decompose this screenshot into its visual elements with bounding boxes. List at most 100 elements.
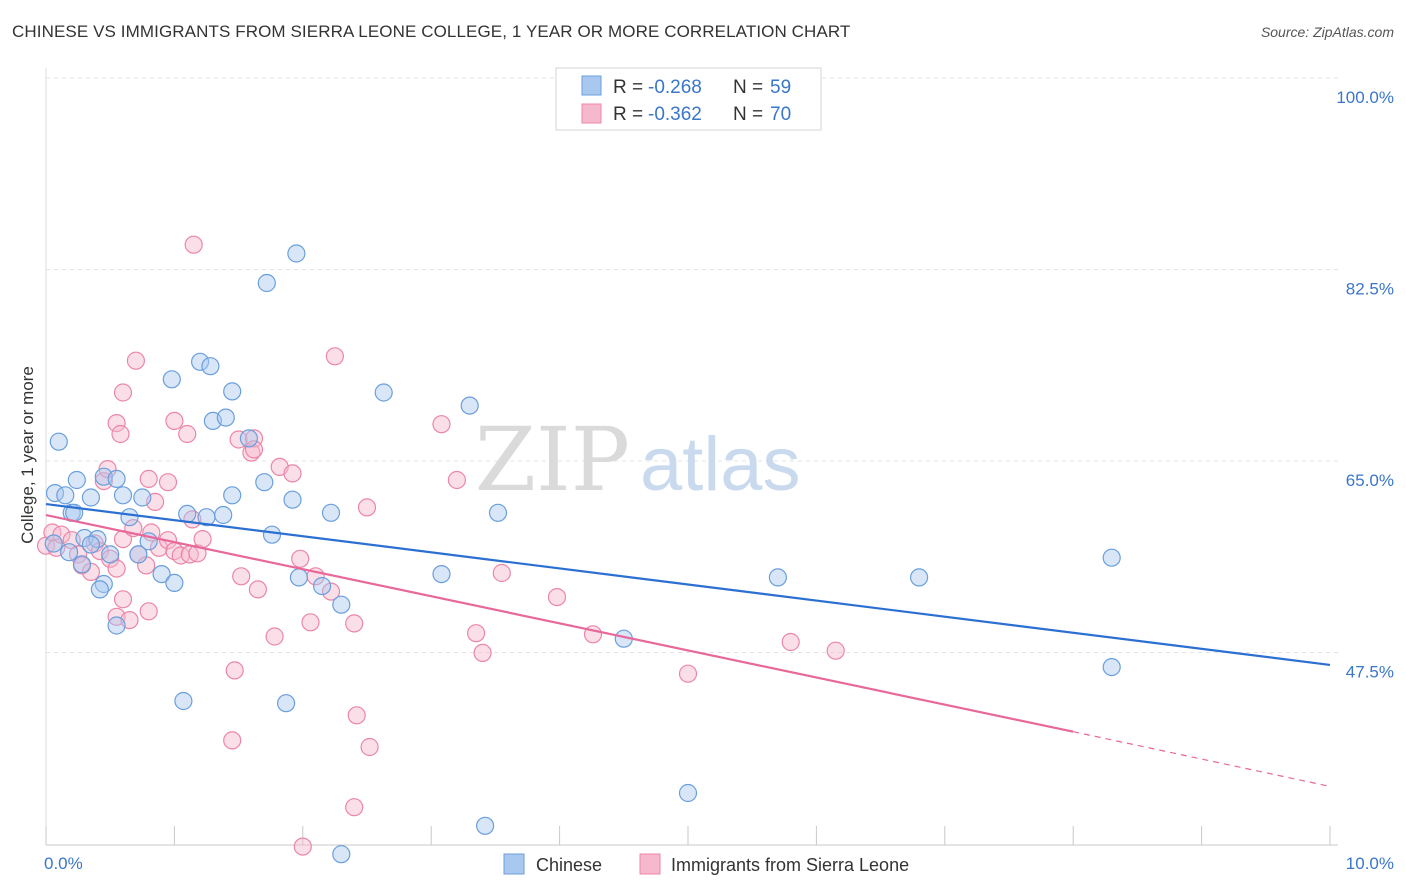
- watermark-zip: ZIP: [475, 408, 630, 511]
- sierra-leone-point-52: [325, 347, 344, 366]
- chinese-point-44: [488, 503, 508, 522]
- bottom-legend-label-chinese: Chinese: [536, 855, 602, 875]
- chinese-point-36: [223, 382, 242, 401]
- sierra-leone-point-72: [826, 641, 845, 660]
- chinese-point-52: [768, 568, 788, 587]
- sierra-leone-point-57: [492, 563, 511, 583]
- chinese-point-38: [216, 408, 235, 427]
- sierra-leone-trend-line: [45, 513, 1074, 733]
- chinese-point-32: [321, 503, 341, 522]
- sierra-leone-point-48: [248, 580, 267, 599]
- sierra-leone-point-36: [184, 235, 203, 254]
- chinese-point-8: [107, 469, 126, 488]
- chinese-trend-line: [45, 502, 1331, 667]
- chinese-point-51: [678, 783, 698, 803]
- sierra-leone-point-69: [139, 602, 158, 621]
- watermark-atlas: atlas: [640, 422, 801, 507]
- sierra-leone-point-61: [223, 731, 242, 750]
- legend-n-value-2: 70: [770, 104, 791, 125]
- bottom-legend-label-sierra-leone: Immigrants from Sierra Leone: [671, 855, 909, 875]
- chinese-point-14: [120, 508, 139, 527]
- sierra-leone-point-10: [101, 549, 120, 568]
- chinese-point-53: [909, 568, 929, 587]
- sierra-leone-point-65: [293, 837, 312, 856]
- bottom-legend-swatch-chinese: [503, 853, 525, 875]
- sierra-leone-point-58: [547, 587, 567, 607]
- chinese-point-24: [90, 580, 110, 599]
- chinese-point-34: [191, 352, 210, 371]
- chinese-point-28: [214, 505, 233, 525]
- chinese-point-9: [113, 486, 133, 505]
- series-sierra-leone-points: [36, 235, 845, 856]
- gridlines: [45, 68, 1338, 845]
- legend-r-label-2: R =: [613, 104, 643, 125]
- chinese-point-31: [283, 490, 302, 509]
- sierra-leone-point-29: [126, 351, 145, 370]
- trend-lines: [45, 502, 1331, 787]
- chinese-point-23: [129, 545, 148, 564]
- chinese-point-43: [460, 396, 479, 415]
- sierra-leone-point-42: [283, 464, 302, 483]
- chinese-point-56: [174, 691, 193, 711]
- chinese-point-35: [201, 357, 220, 376]
- chinese-point-42: [374, 383, 393, 402]
- x-ticks: [45, 826, 1331, 845]
- source-label: Source: ZipAtlas.com: [1260, 24, 1394, 40]
- x-tick-label-min: 0.0%: [44, 854, 83, 873]
- legend-r-value-2: -0.362: [648, 104, 702, 125]
- sierra-leone-point-23: [193, 529, 212, 549]
- chinese-point-59: [332, 845, 351, 864]
- sierra-leone-point-63: [360, 737, 379, 757]
- sierra-leone-point-47: [232, 567, 251, 586]
- sierra-leone-point-26: [107, 414, 126, 433]
- chinese-point-20: [72, 555, 92, 574]
- sierra-leone-point-33: [165, 411, 184, 430]
- chinese-point-33: [162, 370, 181, 389]
- legend-swatch-sierra-leone: [581, 103, 602, 124]
- y-tick-labels: 100.0% 82.5% 65.0% 47.5%: [1336, 88, 1394, 682]
- bottom-legend-swatch-sierra-leone: [639, 853, 661, 875]
- chinese-point-49: [332, 595, 351, 614]
- sierra-leone-point-30: [139, 469, 158, 488]
- y-tick-label-1: 82.5%: [1346, 280, 1394, 299]
- chinese-point-1: [49, 432, 68, 451]
- chinese-point-15: [133, 488, 152, 507]
- legend-r-label-1: R =: [613, 77, 643, 98]
- legend-swatch-chinese: [581, 75, 602, 96]
- watermark: ZIP atlas: [475, 408, 801, 511]
- chinese-point-57: [277, 694, 296, 713]
- chinese-point-46: [262, 525, 282, 544]
- chinese-point-29: [223, 486, 242, 505]
- legend-n-label-2: N =: [733, 104, 763, 125]
- chinese-point-3: [56, 486, 75, 505]
- bottom-legend: Chinese Immigrants from Sierra Leone: [503, 853, 909, 875]
- chinese-point-47: [289, 568, 308, 587]
- sierra-leone-point-27: [111, 424, 130, 444]
- series-chinese-points: [44, 244, 1121, 864]
- y-tick-label-2: 65.0%: [1346, 471, 1394, 490]
- sierra-leone-point-40: [244, 440, 264, 459]
- legend-n-label-1: N =: [733, 77, 763, 98]
- y-axis-title: College, 1 year or more: [18, 366, 37, 544]
- sierra-leone-point-51: [301, 613, 320, 632]
- sierra-leone-point-71: [781, 632, 800, 652]
- chinese-point-19: [59, 543, 79, 562]
- x-tick-label-max: 10.0%: [1346, 854, 1394, 873]
- chinese-point-45: [432, 564, 451, 584]
- sierra-leone-point-54: [432, 415, 451, 434]
- chinese-point-26: [178, 504, 197, 524]
- legend: R = -0.268 N = 59 R = -0.362 N = 70: [555, 67, 822, 131]
- chinese-point-13: [101, 545, 120, 564]
- chinese-point-55: [1102, 657, 1121, 677]
- legend-r-value-1: -0.268: [648, 77, 702, 98]
- chinese-point-11: [75, 528, 94, 548]
- sierra-leone-point-34: [178, 424, 197, 444]
- legend-n-value-1: 59: [770, 77, 791, 98]
- chinese-point-17: [152, 564, 171, 584]
- sierra-leone-point-60: [467, 624, 486, 643]
- sierra-leone-point-56: [473, 643, 492, 663]
- sierra-leone-point-55: [447, 470, 466, 490]
- sierra-leone-trend-extension: [1073, 731, 1331, 787]
- chinese-point-30: [255, 473, 274, 492]
